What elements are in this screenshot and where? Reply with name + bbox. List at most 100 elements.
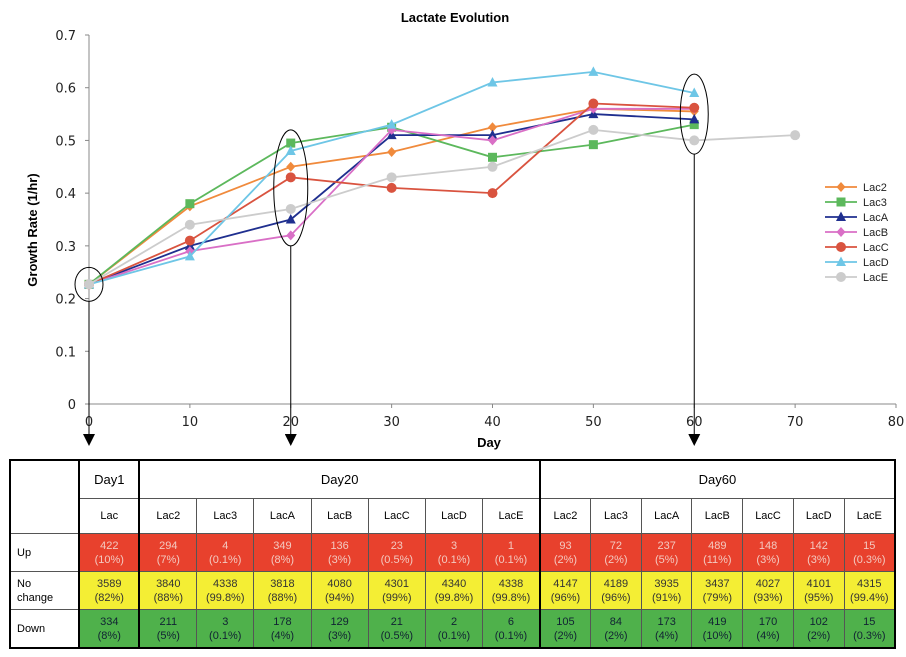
data-point	[488, 152, 497, 162]
cell-percent: (8%)	[270, 553, 295, 566]
legend-marker	[836, 272, 846, 282]
strain-header: LacA	[640, 498, 693, 534]
cell-count: 4	[222, 539, 229, 552]
cell-percent: (0.3%)	[853, 629, 886, 642]
data-cell: 4 (0.1%)	[196, 533, 255, 572]
data-cell: 136 (3%)	[310, 533, 369, 572]
data-cell: 3589 (82%)	[78, 571, 141, 610]
legend-label: LacB	[863, 227, 888, 239]
cell-percent: (4%)	[270, 629, 295, 642]
cell-count: 334	[100, 615, 119, 628]
cell-count: 129	[330, 615, 349, 628]
cell-percent: (99.8%)	[205, 591, 245, 604]
strain-header: LacB	[310, 498, 369, 534]
data-cell: 23 (0.5%)	[367, 533, 426, 572]
cell-count: 4338	[213, 577, 238, 590]
data-point	[588, 140, 598, 150]
day-header: Day1	[78, 459, 141, 499]
data-point	[84, 279, 94, 290]
cell-count: 422	[100, 539, 119, 552]
row-label-text: change	[17, 591, 54, 604]
legend-label: LacC	[863, 242, 889, 254]
cell-count: 93	[559, 539, 572, 552]
cell-percent: (0.1%)	[437, 553, 471, 566]
legend-label: LacE	[863, 272, 888, 284]
cell-count: 3	[450, 539, 458, 552]
cell-percent: (94%)	[324, 591, 355, 604]
y-tick-label: 0	[68, 398, 76, 413]
cell-count: 3437	[705, 577, 730, 590]
data-cell: 4340 (99.8%)	[424, 571, 484, 610]
cell-count: 1	[507, 539, 515, 552]
legend-item-lac3: Lac3	[825, 197, 887, 209]
y-tick-label: 0.5	[55, 134, 76, 149]
cell-percent: (4%)	[756, 629, 780, 642]
cell-count: 15	[863, 539, 876, 552]
data-point	[487, 76, 498, 87]
cell-percent: (99.8%)	[434, 591, 474, 604]
data-cell: 93 (2%)	[539, 533, 592, 572]
data-point	[588, 124, 599, 135]
strain-header: Lac	[78, 498, 141, 534]
data-point	[184, 250, 195, 261]
cell-percent: (0.5%)	[380, 553, 414, 566]
cell-count: 102	[809, 615, 828, 628]
data-cell: 4189 (96%)	[590, 571, 642, 610]
series-lace	[84, 124, 801, 290]
cell-percent: (3%)	[328, 629, 352, 642]
cell-percent: (2%)	[553, 553, 578, 566]
cell-count: 349	[273, 539, 292, 552]
cell-percent: (3%)	[328, 553, 352, 566]
data-cell: 3 (0.1%)	[196, 609, 255, 649]
data-cell: 4027 (93%)	[742, 571, 794, 610]
strain-header: LacE	[843, 498, 896, 534]
legend-item-lacb: LacB	[825, 227, 888, 239]
data-cell: 4315 (99.4%)	[843, 571, 896, 610]
cell-percent: (3%)	[756, 553, 780, 566]
cell-percent: (99%)	[382, 591, 412, 604]
data-cell: 84 (2%)	[590, 609, 642, 649]
cell-count: 4340	[441, 577, 467, 590]
data-cell: 3840 (88%)	[138, 571, 198, 610]
data-point	[689, 87, 700, 97]
data-point	[790, 130, 801, 141]
y-tick-label: 0.2	[55, 293, 76, 308]
y-tick-label: 0.7	[55, 29, 76, 44]
row-label-text: No	[17, 577, 32, 590]
cell-percent: (0.1%)	[437, 629, 471, 642]
strain-header: Lac2	[539, 498, 592, 534]
data-point	[689, 102, 700, 113]
cell-percent: (99.4%)	[850, 591, 889, 604]
data-cell: 4301 (99%)	[367, 571, 426, 610]
data-cell: 334 (8%)	[78, 609, 141, 649]
cell-percent: (3%)	[807, 553, 831, 566]
data-point	[285, 214, 296, 224]
cell-count: 3840	[156, 577, 181, 590]
legend-marker	[836, 256, 846, 266]
day-header: Day20	[138, 459, 541, 499]
legend-item-laca: LacA	[825, 211, 889, 224]
table-row-up: Up 422 (10%) 294 (7%) 4 (0.1%) 349 (8%) 136 (3%) 23…	[8, 533, 896, 572]
cell-percent: (0.5%)	[380, 629, 414, 642]
legend-label: Lac3	[863, 197, 887, 209]
legend-marker	[836, 182, 846, 192]
cell-percent: (79%)	[702, 591, 732, 604]
cell-count: 4080	[327, 577, 352, 590]
data-point	[689, 120, 699, 130]
data-cell: 15 (0.3%)	[843, 533, 896, 572]
data-cell: 211 (5%)	[138, 609, 198, 649]
data-point	[185, 199, 195, 209]
strain-header: LacC	[742, 498, 794, 534]
cell-count: 15	[863, 615, 876, 628]
cell-count: 211	[159, 615, 178, 628]
strain-header: LacB	[691, 498, 744, 534]
data-cell: 15 (0.3%)	[843, 609, 896, 649]
series-line	[88, 128, 796, 286]
y-tick-label: 0.3	[55, 240, 76, 255]
cell-count: 3589	[97, 577, 122, 590]
cell-percent: (5%)	[156, 629, 180, 642]
cell-percent: (82%)	[94, 591, 124, 604]
cell-count: 148	[758, 539, 778, 552]
cell-count: 237	[657, 539, 676, 552]
cell-count: 21	[390, 615, 403, 628]
